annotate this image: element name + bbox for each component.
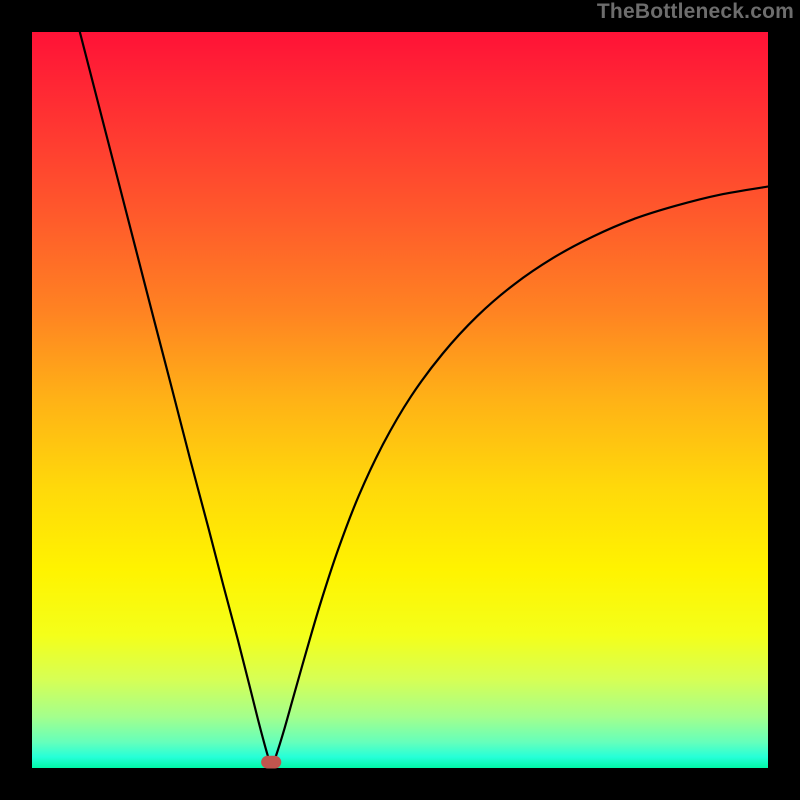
plot-background (32, 32, 768, 768)
bottleneck-v-chart (0, 0, 800, 800)
optimum-marker (262, 756, 281, 768)
watermark-text: TheBottleneck.com (597, 0, 794, 24)
chart-stage: TheBottleneck.com (0, 0, 800, 800)
